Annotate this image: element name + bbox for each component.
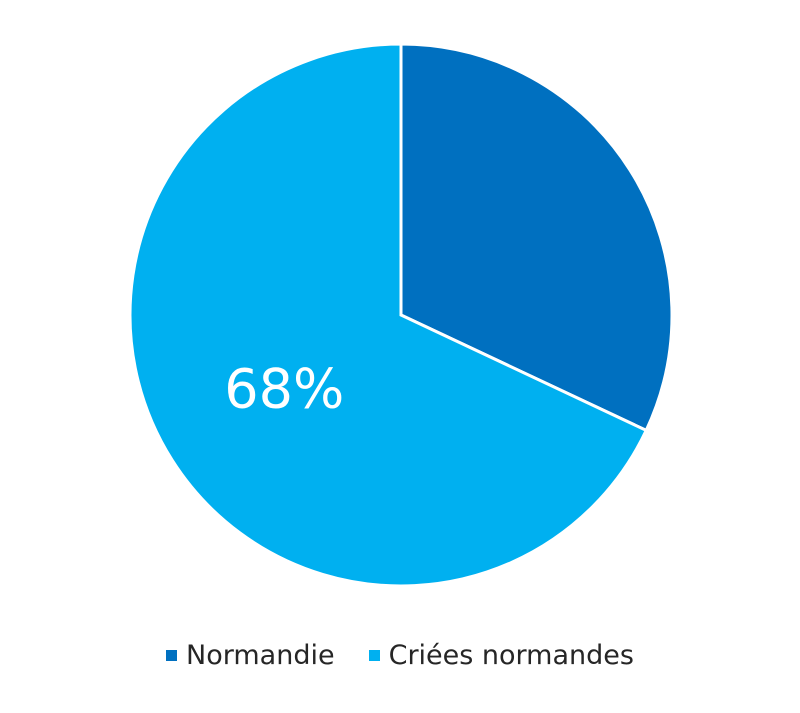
legend-item-criees-normandes: Criées normandes (368, 640, 634, 671)
legend-swatch-criees-normandes (368, 650, 380, 661)
pie-slices (128, 42, 674, 588)
pie-data-labels: 68% (224, 358, 344, 421)
legend-label-normandie: Normandie (186, 640, 335, 671)
legend-item-normandie: Normandie (166, 640, 335, 671)
legend-label-criees-normandes: Criées normandes (388, 640, 634, 671)
pie-slice-criees-normandes (128, 42, 649, 588)
legend-swatch-normandie (166, 650, 178, 661)
pie-slice-normandie (399, 42, 674, 433)
data-label-criees-normandes: 68% (224, 358, 344, 421)
legend: Normandie Criées normandes (0, 640, 800, 671)
